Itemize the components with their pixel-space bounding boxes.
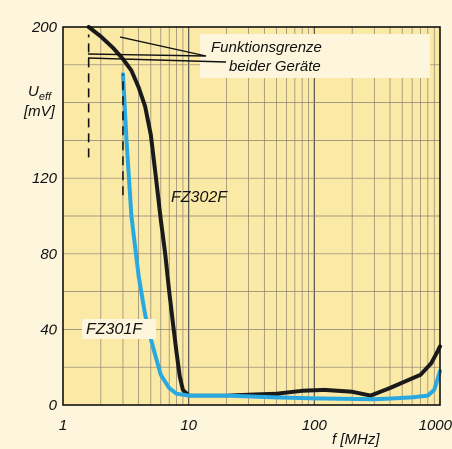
x-tick-label: 1000 — [419, 417, 452, 434]
annotations: Funktionsgrenze beider Geräte — [87, 34, 430, 78]
annotation-pointer — [87, 53, 207, 57]
plot-border — [62, 26, 441, 406]
series-label-fz302f: FZ302F — [171, 189, 228, 206]
y-tick-label: 0 — [49, 397, 58, 414]
plot-frame — [62, 26, 441, 406]
y-tick-label: 120 — [32, 170, 58, 187]
y-axis-label: Ueff — [28, 83, 52, 103]
chart-series — [86, 25, 442, 402]
x-axis-label: f [MHz] — [332, 431, 380, 448]
annotation-text: Funktionsgrenze — [211, 39, 322, 56]
annotation-box — [200, 34, 430, 78]
limit-markers — [87, 34, 124, 196]
x-tick-label: 1 — [59, 417, 67, 434]
chart-grid — [63, 27, 440, 405]
series-line-fz301f — [121, 72, 442, 402]
tick-labels: 1 10 100 1000 0 40 80 120 200 — [31, 19, 452, 434]
series-line-fz302f — [86, 25, 442, 398]
y-tick-label: 80 — [40, 246, 57, 263]
y-axis-unit: [mV] — [23, 103, 56, 120]
annotation-pointer — [87, 57, 227, 63]
annotation-pointer — [119, 36, 207, 57]
annotation-text: beider Geräte — [229, 58, 321, 75]
y-tick-label: 200 — [31, 19, 58, 36]
series-labels: FZ302F FZ301F — [82, 189, 228, 339]
series-label-bg — [82, 319, 156, 339]
y-tick-label: 40 — [40, 321, 57, 338]
series-label-fz301f: FZ301F — [86, 321, 143, 338]
x-tick-label: 100 — [302, 417, 328, 434]
x-tick-label: 10 — [180, 417, 197, 434]
